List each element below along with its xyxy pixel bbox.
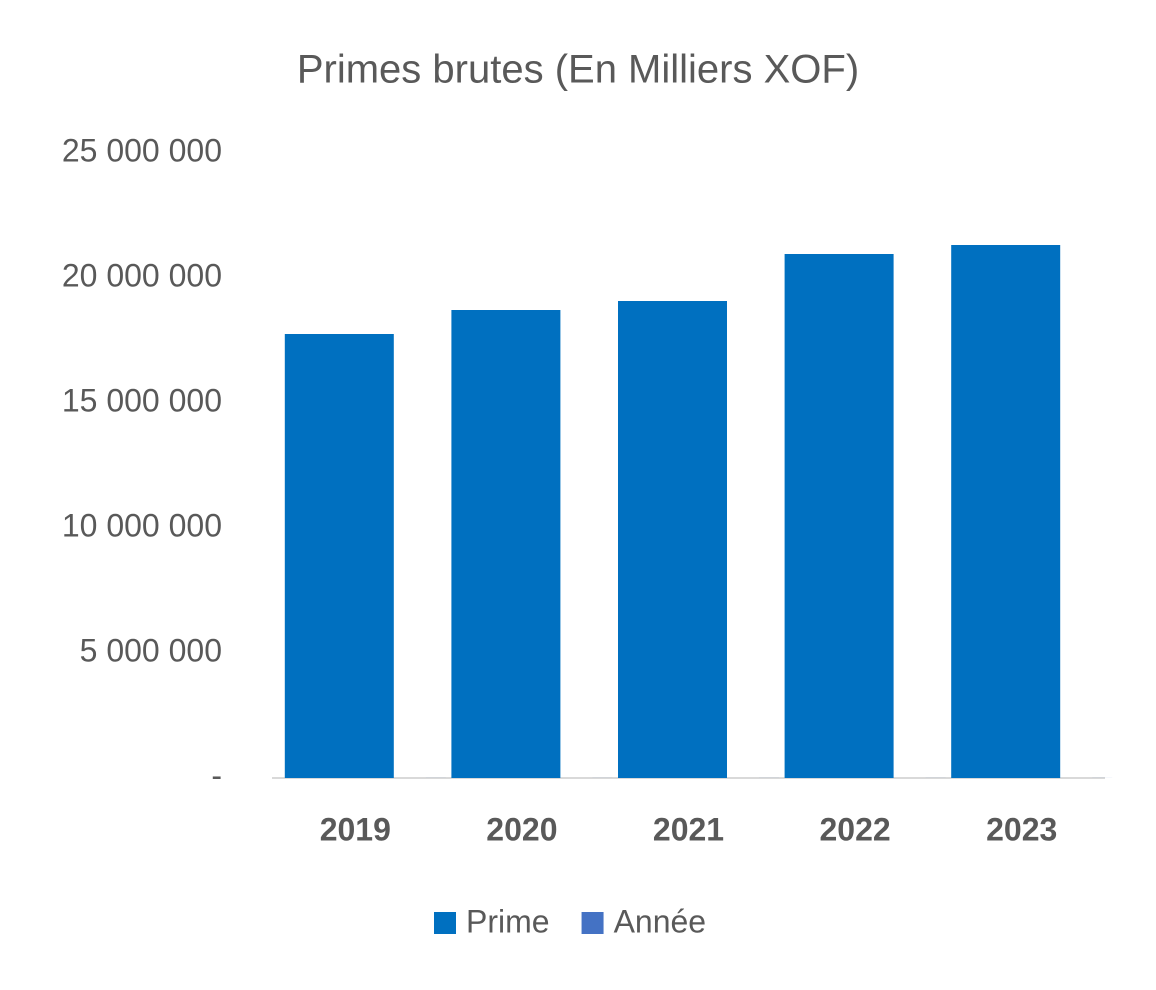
y-tick-label: 5 000 000 <box>80 632 222 668</box>
y-tick-label: - <box>211 757 222 793</box>
x-tick-label: 2019 <box>320 811 391 847</box>
x-tick-label: 2021 <box>653 811 724 847</box>
x-tick-label: 2020 <box>486 811 557 847</box>
x-tick-label: 2022 <box>820 811 891 847</box>
chart-title: Primes brutes (En Milliers XOF) <box>297 48 859 92</box>
bar <box>951 245 1061 778</box>
y-tick-label: 20 000 000 <box>62 257 222 293</box>
bar <box>284 334 394 778</box>
y-tick-label: 15 000 000 <box>62 382 222 418</box>
bar <box>784 254 894 778</box>
legend-swatch <box>434 912 456 934</box>
legend-label: Année <box>614 903 707 939</box>
bar <box>451 310 561 778</box>
y-tick-label: 10 000 000 <box>62 507 222 543</box>
x-tick-label: 2023 <box>986 811 1057 847</box>
bar <box>618 301 727 778</box>
y-tick-label: 25 000 000 <box>62 132 222 168</box>
legend-swatch <box>581 912 604 934</box>
legend-label: Prime <box>466 903 550 939</box>
